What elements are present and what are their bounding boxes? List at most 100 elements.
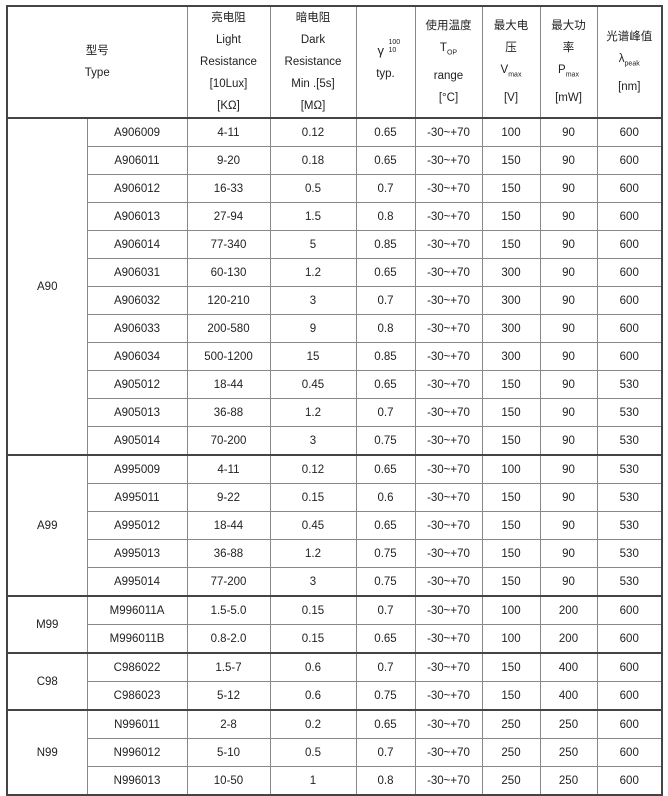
cell-model: A995011 (86, 483, 188, 512)
cell-vmax: 150 (481, 398, 541, 427)
cell-gamma: 0.85 (355, 230, 416, 259)
cell-temperature-range: -30~+70 (414, 738, 483, 767)
cell-light-resistance: 27-94 (186, 202, 271, 231)
table-row: C98 C986022 1.5-7 0.6 0.7 -30~+70 150 400 600 (6, 652, 663, 711)
cell-light-resistance: 10-50 (186, 766, 271, 796)
cell-gamma: 0.65 (355, 370, 416, 399)
cell-gamma: 0.65 (355, 454, 416, 484)
cell-vmax: 250 (481, 709, 541, 739)
cell-gamma: 0.7 (355, 286, 416, 315)
cell-model: N996012 (86, 738, 188, 767)
header-light-resistance: 亮电阻 Light Resistance [10Lux] [KΩ] (186, 5, 271, 119)
table-row: A906013 27-94 1.5 0.8 -30~+70 150 90 600 (7, 202, 663, 231)
header-pmax: 最大功率 Pmax [mW] (539, 5, 598, 119)
table-row: A995012 18-44 0.45 0.65 -30~+70 150 90 530 (7, 511, 663, 540)
cell-gamma: 0.75 (355, 567, 416, 597)
cell-dark-resistance: 5 (269, 230, 357, 259)
cell-gamma: 0.65 (355, 258, 416, 287)
cell-pmax: 90 (539, 539, 598, 568)
table-row: A906033 200-580 9 0.8 -30~+70 300 90 600 (7, 314, 663, 343)
cell-vmax: 150 (481, 681, 541, 711)
cell-dark-resistance: 0.6 (269, 681, 357, 711)
cell-model: A906014 (86, 230, 188, 259)
cell-peak-wavelength: 600 (596, 652, 663, 682)
cell-temperature-range: -30~+70 (414, 370, 483, 399)
cell-gamma: 0.65 (355, 709, 416, 739)
cell-vmax: 300 (481, 258, 541, 287)
table-row: N99 N996011 2-8 0.2 0.65 -30~+70 250 250 600 (6, 709, 663, 796)
cell-peak-wavelength: 600 (596, 258, 663, 287)
cell-peak-wavelength: 600 (596, 624, 663, 654)
cell-pmax: 250 (539, 709, 598, 739)
cell-pmax: 90 (539, 426, 598, 456)
table-row: A905013 36-88 1.2 0.7 -30~+70 150 90 530 (7, 398, 663, 427)
cell-dark-resistance: 0.5 (269, 174, 357, 203)
cell-temperature-range: -30~+70 (414, 202, 483, 231)
cell-pmax: 90 (539, 286, 598, 315)
table-row: A906012 16-33 0.5 0.7 -30~+70 150 90 600 (7, 174, 663, 203)
spec-table: 型号 Type 亮电阻 Light Resistance [10Lux] [KΩ] 暗电阻… (6, 5, 663, 796)
header-type: 型号 Type (6, 5, 188, 119)
cell-gamma: 0.75 (355, 539, 416, 568)
cell-vmax: 150 (481, 146, 541, 175)
cell-gamma: 0.65 (355, 511, 416, 540)
cell-vmax: 100 (481, 595, 541, 625)
cell-light-resistance: 200-580 (186, 314, 271, 343)
cell-gamma: 0.7 (355, 174, 416, 203)
cell-dark-resistance: 0.15 (269, 624, 357, 654)
group-name: M99 (6, 595, 88, 654)
cell-peak-wavelength: 530 (596, 567, 663, 597)
cell-pmax: 90 (539, 117, 598, 147)
cell-gamma: 0.75 (355, 681, 416, 711)
cell-pmax: 90 (539, 370, 598, 399)
cell-temperature-range: -30~+70 (414, 426, 483, 456)
header-temperature: 使用温度 TOP range [°C] (414, 5, 483, 119)
cell-vmax: 150 (481, 567, 541, 597)
cell-temperature-range: -30~+70 (414, 511, 483, 540)
group-name: N99 (6, 709, 88, 796)
cell-peak-wavelength: 600 (596, 738, 663, 767)
table-row: A905012 18-44 0.45 0.65 -30~+70 150 90 530 (7, 370, 663, 399)
cell-vmax: 150 (481, 426, 541, 456)
group-name: C98 (6, 652, 88, 711)
cell-light-resistance: 5-10 (186, 738, 271, 767)
cell-light-resistance: 2-8 (186, 709, 271, 739)
cell-temperature-range: -30~+70 (414, 342, 483, 371)
cell-pmax: 90 (539, 511, 598, 540)
cell-dark-resistance: 0.45 (269, 370, 357, 399)
cell-temperature-range: -30~+70 (414, 286, 483, 315)
cell-temperature-range: -30~+70 (414, 766, 483, 796)
table-row: A906011 9-20 0.18 0.65 -30~+70 150 90 600 (7, 146, 663, 175)
cell-pmax: 90 (539, 230, 598, 259)
cell-pmax: 90 (539, 258, 598, 287)
cell-pmax: 200 (539, 624, 598, 654)
cell-model: M996011A (86, 595, 188, 625)
cell-model: N996013 (86, 766, 188, 796)
cell-dark-resistance: 1 (269, 766, 357, 796)
cell-dark-resistance: 0.15 (269, 595, 357, 625)
cell-light-resistance: 4-11 (186, 454, 271, 484)
cell-peak-wavelength: 600 (596, 146, 663, 175)
table-row: M996011B 0.8-2.0 0.15 0.65 -30~+70 100 200 600 (7, 624, 663, 654)
cell-light-resistance: 36-88 (186, 539, 271, 568)
cell-dark-resistance: 3 (269, 286, 357, 315)
cell-model: A906031 (86, 258, 188, 287)
cell-peak-wavelength: 600 (596, 117, 663, 147)
cell-temperature-range: -30~+70 (414, 652, 483, 682)
cell-temperature-range: -30~+70 (414, 624, 483, 654)
cell-model: A906011 (86, 146, 188, 175)
cell-dark-resistance: 0.45 (269, 511, 357, 540)
cell-pmax: 400 (539, 681, 598, 711)
cell-peak-wavelength: 530 (596, 398, 663, 427)
header-vmax: 最大电压 Vmax [V] (481, 5, 541, 119)
cell-peak-wavelength: 600 (596, 314, 663, 343)
table-row: A995013 36-88 1.2 0.75 -30~+70 150 90 530 (7, 539, 663, 568)
cell-light-resistance: 500-1200 (186, 342, 271, 371)
cell-pmax: 90 (539, 202, 598, 231)
cell-model: A905013 (86, 398, 188, 427)
cell-model: C986023 (86, 681, 188, 711)
cell-temperature-range: -30~+70 (414, 398, 483, 427)
cell-dark-resistance: 1.5 (269, 202, 357, 231)
cell-temperature-range: -30~+70 (414, 595, 483, 625)
cell-light-resistance: 77-340 (186, 230, 271, 259)
